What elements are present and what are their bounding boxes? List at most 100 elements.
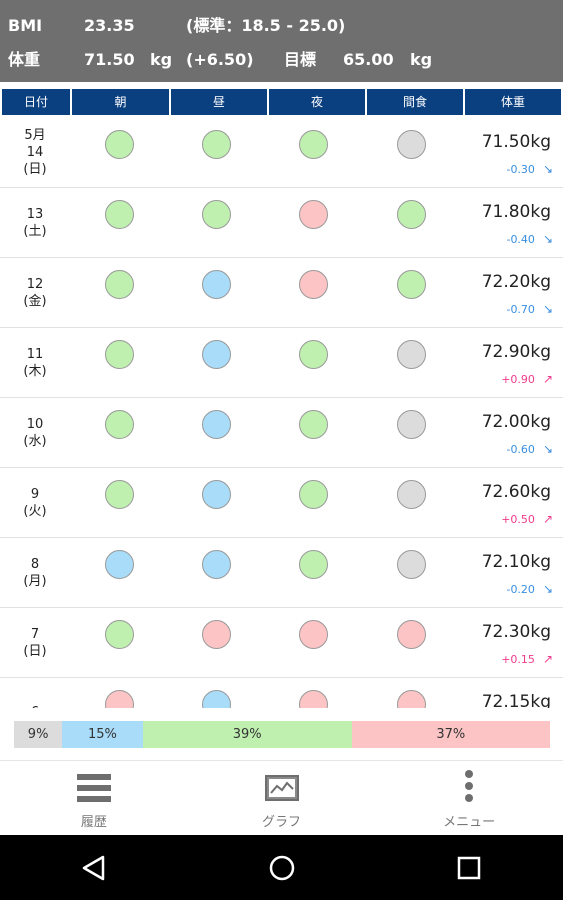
back-button[interactable] <box>0 855 188 881</box>
meal-indicator-snack[interactable] <box>397 340 426 369</box>
row-date: 8 (月) <box>0 538 70 607</box>
table-row[interactable]: 5月 14 (日) 71.50kg -0.30 ↘ <box>0 118 563 188</box>
meal-indicator-breakfast[interactable] <box>105 550 134 579</box>
recents-icon <box>457 856 481 879</box>
meal-indicator-dinner[interactable] <box>299 270 328 299</box>
meal-indicator-snack[interactable] <box>397 620 426 649</box>
meal-ratio-bar: 9% 15% 39% 37% <box>14 721 550 748</box>
recents-button[interactable] <box>375 856 563 880</box>
meal-indicator-breakfast[interactable] <box>105 130 134 159</box>
row-weight-change: -0.60 ↘ <box>506 442 553 456</box>
table-row[interactable]: 8 (月) 72.10kg -0.20 ↘ <box>0 538 563 608</box>
meal-indicator-breakfast[interactable] <box>105 690 134 708</box>
row-date: 6 <box>0 678 70 708</box>
meal-indicator-dinner[interactable] <box>299 340 328 369</box>
row-date-line: (金) <box>23 293 47 309</box>
meal-indicator-breakfast[interactable] <box>105 620 134 649</box>
meal-indicator-lunch[interactable] <box>202 130 231 159</box>
table-row[interactable]: 12 (金) 72.20kg -0.70 ↘ <box>0 258 563 328</box>
row-weight: 72.90kg <box>481 342 551 362</box>
meal-indicator-lunch[interactable] <box>202 340 231 369</box>
ratio-segment-blue: 15% <box>62 721 143 748</box>
row-date-line: 12 <box>26 276 44 292</box>
meal-indicator-lunch[interactable] <box>202 690 231 708</box>
meal-indicator-breakfast[interactable] <box>105 270 134 299</box>
row-weight-change: -0.70 ↘ <box>506 302 553 316</box>
col-snack: 間食 <box>367 89 463 115</box>
row-date: 13 (土) <box>0 188 70 257</box>
meal-indicator-breakfast[interactable] <box>105 200 134 229</box>
row-weight-change-value: -0.60 <box>506 443 535 456</box>
meal-indicator-lunch[interactable] <box>202 620 231 649</box>
row-weight: 71.50kg <box>481 132 551 152</box>
meal-indicator-lunch[interactable] <box>202 200 231 229</box>
meal-indicator-dinner[interactable] <box>299 200 328 229</box>
column-header: 日付 朝 昼 夜 間食 体重 <box>0 88 563 116</box>
table-row[interactable]: 9 (火) 72.60kg +0.50 ↗ <box>0 468 563 538</box>
summary-header: BMI 23.35 (標準：18.5 - 25.0) 体重 71.50 kg (… <box>0 0 563 82</box>
meal-indicator-dinner[interactable] <box>299 410 328 439</box>
row-date-line: (日) <box>23 643 47 659</box>
row-weight-change: +0.90 ↗ <box>501 372 553 386</box>
row-date: 5月 14 (日) <box>0 118 70 187</box>
trend-down-icon: ↘ <box>542 232 553 246</box>
meal-indicator-lunch[interactable] <box>202 270 231 299</box>
ratio-segment-pink: 37% <box>351 721 550 748</box>
trend-down-icon: ↘ <box>542 582 553 596</box>
row-weight-change: +0.50 ↗ <box>501 512 553 526</box>
trend-up-icon: ↗ <box>542 372 553 386</box>
row-weight-change-value: -0.30 <box>506 163 535 176</box>
row-weight: 71.80kg <box>481 202 551 222</box>
table-row[interactable]: 11 (木) 72.90kg +0.90 ↗ <box>0 328 563 398</box>
row-weight: 72.15kg <box>481 692 551 708</box>
meal-indicator-snack[interactable] <box>397 270 426 299</box>
meal-indicator-snack[interactable] <box>397 550 426 579</box>
row-date-line: 5月 <box>24 128 46 143</box>
meal-indicator-snack[interactable] <box>397 690 426 708</box>
meal-indicator-snack[interactable] <box>397 130 426 159</box>
nav-menu[interactable]: メニュー <box>375 761 563 835</box>
meal-indicator-breakfast[interactable] <box>105 410 134 439</box>
row-weight-change-value: +0.15 <box>501 653 535 666</box>
meal-indicator-dinner[interactable] <box>299 690 328 708</box>
more-vert-icon <box>465 770 474 802</box>
meal-indicator-dinner[interactable] <box>299 480 328 509</box>
meal-indicator-breakfast[interactable] <box>105 340 134 369</box>
meal-indicator-snack[interactable] <box>397 410 426 439</box>
col-lunch: 昼 <box>171 89 267 115</box>
meal-indicator-dinner[interactable] <box>299 620 328 649</box>
meal-indicator-snack[interactable] <box>397 480 426 509</box>
col-date: 日付 <box>2 89 70 115</box>
row-weight-change: +0.15 ↗ <box>501 652 553 666</box>
col-breakfast: 朝 <box>72 89 169 115</box>
target-unit: kg <box>410 50 433 69</box>
table-row[interactable]: 13 (土) 71.80kg -0.40 ↘ <box>0 188 563 258</box>
row-weight-change: -0.30 ↘ <box>506 162 553 176</box>
nav-history[interactable]: 履歴 <box>0 761 188 835</box>
bmi-range: (標準：18.5 - 25.0) <box>186 16 346 35</box>
row-date-line: (日) <box>23 162 47 177</box>
meal-indicator-lunch[interactable] <box>202 550 231 579</box>
row-weight-change-value: +0.50 <box>501 513 535 526</box>
meal-indicator-lunch[interactable] <box>202 480 231 509</box>
bottom-navigation: 履歴 グラフ メニュー <box>0 760 563 835</box>
meal-indicator-breakfast[interactable] <box>105 480 134 509</box>
row-date: 10 (水) <box>0 398 70 467</box>
home-button[interactable] <box>188 854 376 882</box>
row-weight-change-value: +0.90 <box>501 373 535 386</box>
meal-indicator-dinner[interactable] <box>299 130 328 159</box>
row-weight-change-value: -0.40 <box>506 233 535 246</box>
row-weight-change-value: -0.70 <box>506 303 535 316</box>
weight-label: 体重 <box>8 50 41 69</box>
meal-indicator-lunch[interactable] <box>202 410 231 439</box>
row-date-line: (水) <box>23 433 47 449</box>
meal-indicator-dinner[interactable] <box>299 550 328 579</box>
nav-graph[interactable]: グラフ <box>188 761 376 835</box>
meal-indicator-snack[interactable] <box>397 200 426 229</box>
history-list[interactable]: 5月 14 (日) 71.50kg -0.30 ↘ 13 (土) 71.80kg -0.40 ↘ 12… <box>0 118 563 708</box>
table-row[interactable]: 10 (水) 72.00kg -0.60 ↘ <box>0 398 563 468</box>
home-icon <box>269 855 294 880</box>
table-row[interactable]: 6 72.15kg <box>0 678 563 708</box>
table-row[interactable]: 7 (日) 72.30kg +0.15 ↗ <box>0 608 563 678</box>
row-date-line: 6 <box>31 704 39 708</box>
